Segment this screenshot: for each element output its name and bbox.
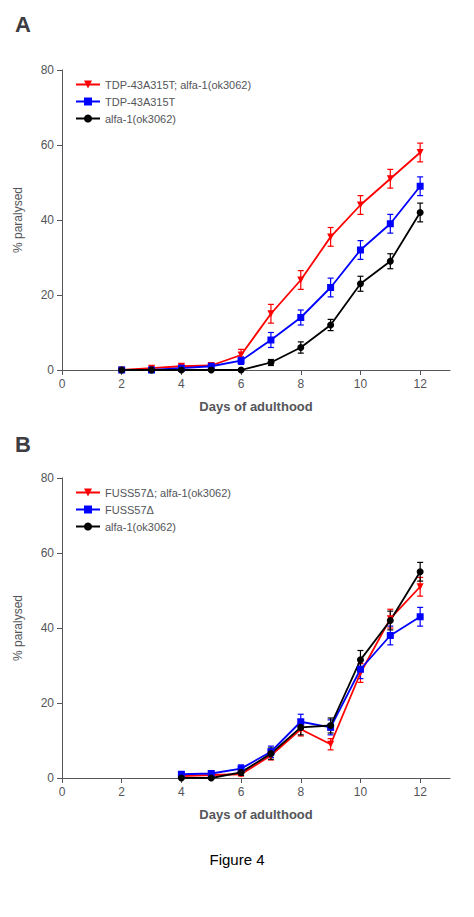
svg-text:20: 20: [41, 288, 55, 302]
svg-text:0: 0: [59, 785, 66, 799]
svg-text:0: 0: [47, 363, 54, 377]
svg-text:B: B: [15, 432, 31, 457]
svg-text:40: 40: [41, 621, 55, 635]
svg-text:% paralysed: % paralysed: [11, 187, 25, 253]
svg-text:4: 4: [178, 377, 185, 391]
svg-text:TDP-43A315T: TDP-43A315T: [105, 96, 176, 108]
svg-text:8: 8: [297, 377, 304, 391]
svg-text:alfa-1(ok3062): alfa-1(ok3062): [105, 521, 176, 533]
svg-text:10: 10: [354, 785, 368, 799]
svg-text:6: 6: [238, 785, 245, 799]
svg-text:2: 2: [118, 377, 125, 391]
svg-text:6: 6: [238, 377, 245, 391]
svg-text:40: 40: [41, 213, 55, 227]
svg-text:TDP-43A315T; alfa-1(ok3062): TDP-43A315T; alfa-1(ok3062): [105, 79, 251, 91]
svg-text:Figure 4: Figure 4: [209, 851, 264, 868]
svg-text:80: 80: [41, 471, 55, 485]
svg-text:8: 8: [297, 785, 304, 799]
svg-text:20: 20: [41, 696, 55, 710]
svg-text:alfa-1(ok3062): alfa-1(ok3062): [105, 113, 176, 125]
svg-text:0: 0: [47, 771, 54, 785]
svg-text:Days of adulthood: Days of adulthood: [199, 807, 312, 822]
svg-text:12: 12: [413, 785, 427, 799]
svg-text:FUSS57Δ; alfa-1(ok3062): FUSS57Δ; alfa-1(ok3062): [105, 487, 231, 499]
svg-text:2: 2: [118, 785, 125, 799]
svg-text:% paralysed: % paralysed: [11, 595, 25, 661]
svg-text:12: 12: [413, 377, 427, 391]
svg-text:Days of adulthood: Days of adulthood: [199, 399, 312, 414]
svg-text:0: 0: [59, 377, 66, 391]
svg-text:A: A: [15, 12, 31, 37]
svg-text:80: 80: [41, 63, 55, 77]
svg-text:60: 60: [41, 546, 55, 560]
svg-text:4: 4: [178, 785, 185, 799]
svg-text:10: 10: [354, 377, 368, 391]
svg-text:FUSS57Δ: FUSS57Δ: [105, 504, 155, 516]
svg-text:60: 60: [41, 138, 55, 152]
